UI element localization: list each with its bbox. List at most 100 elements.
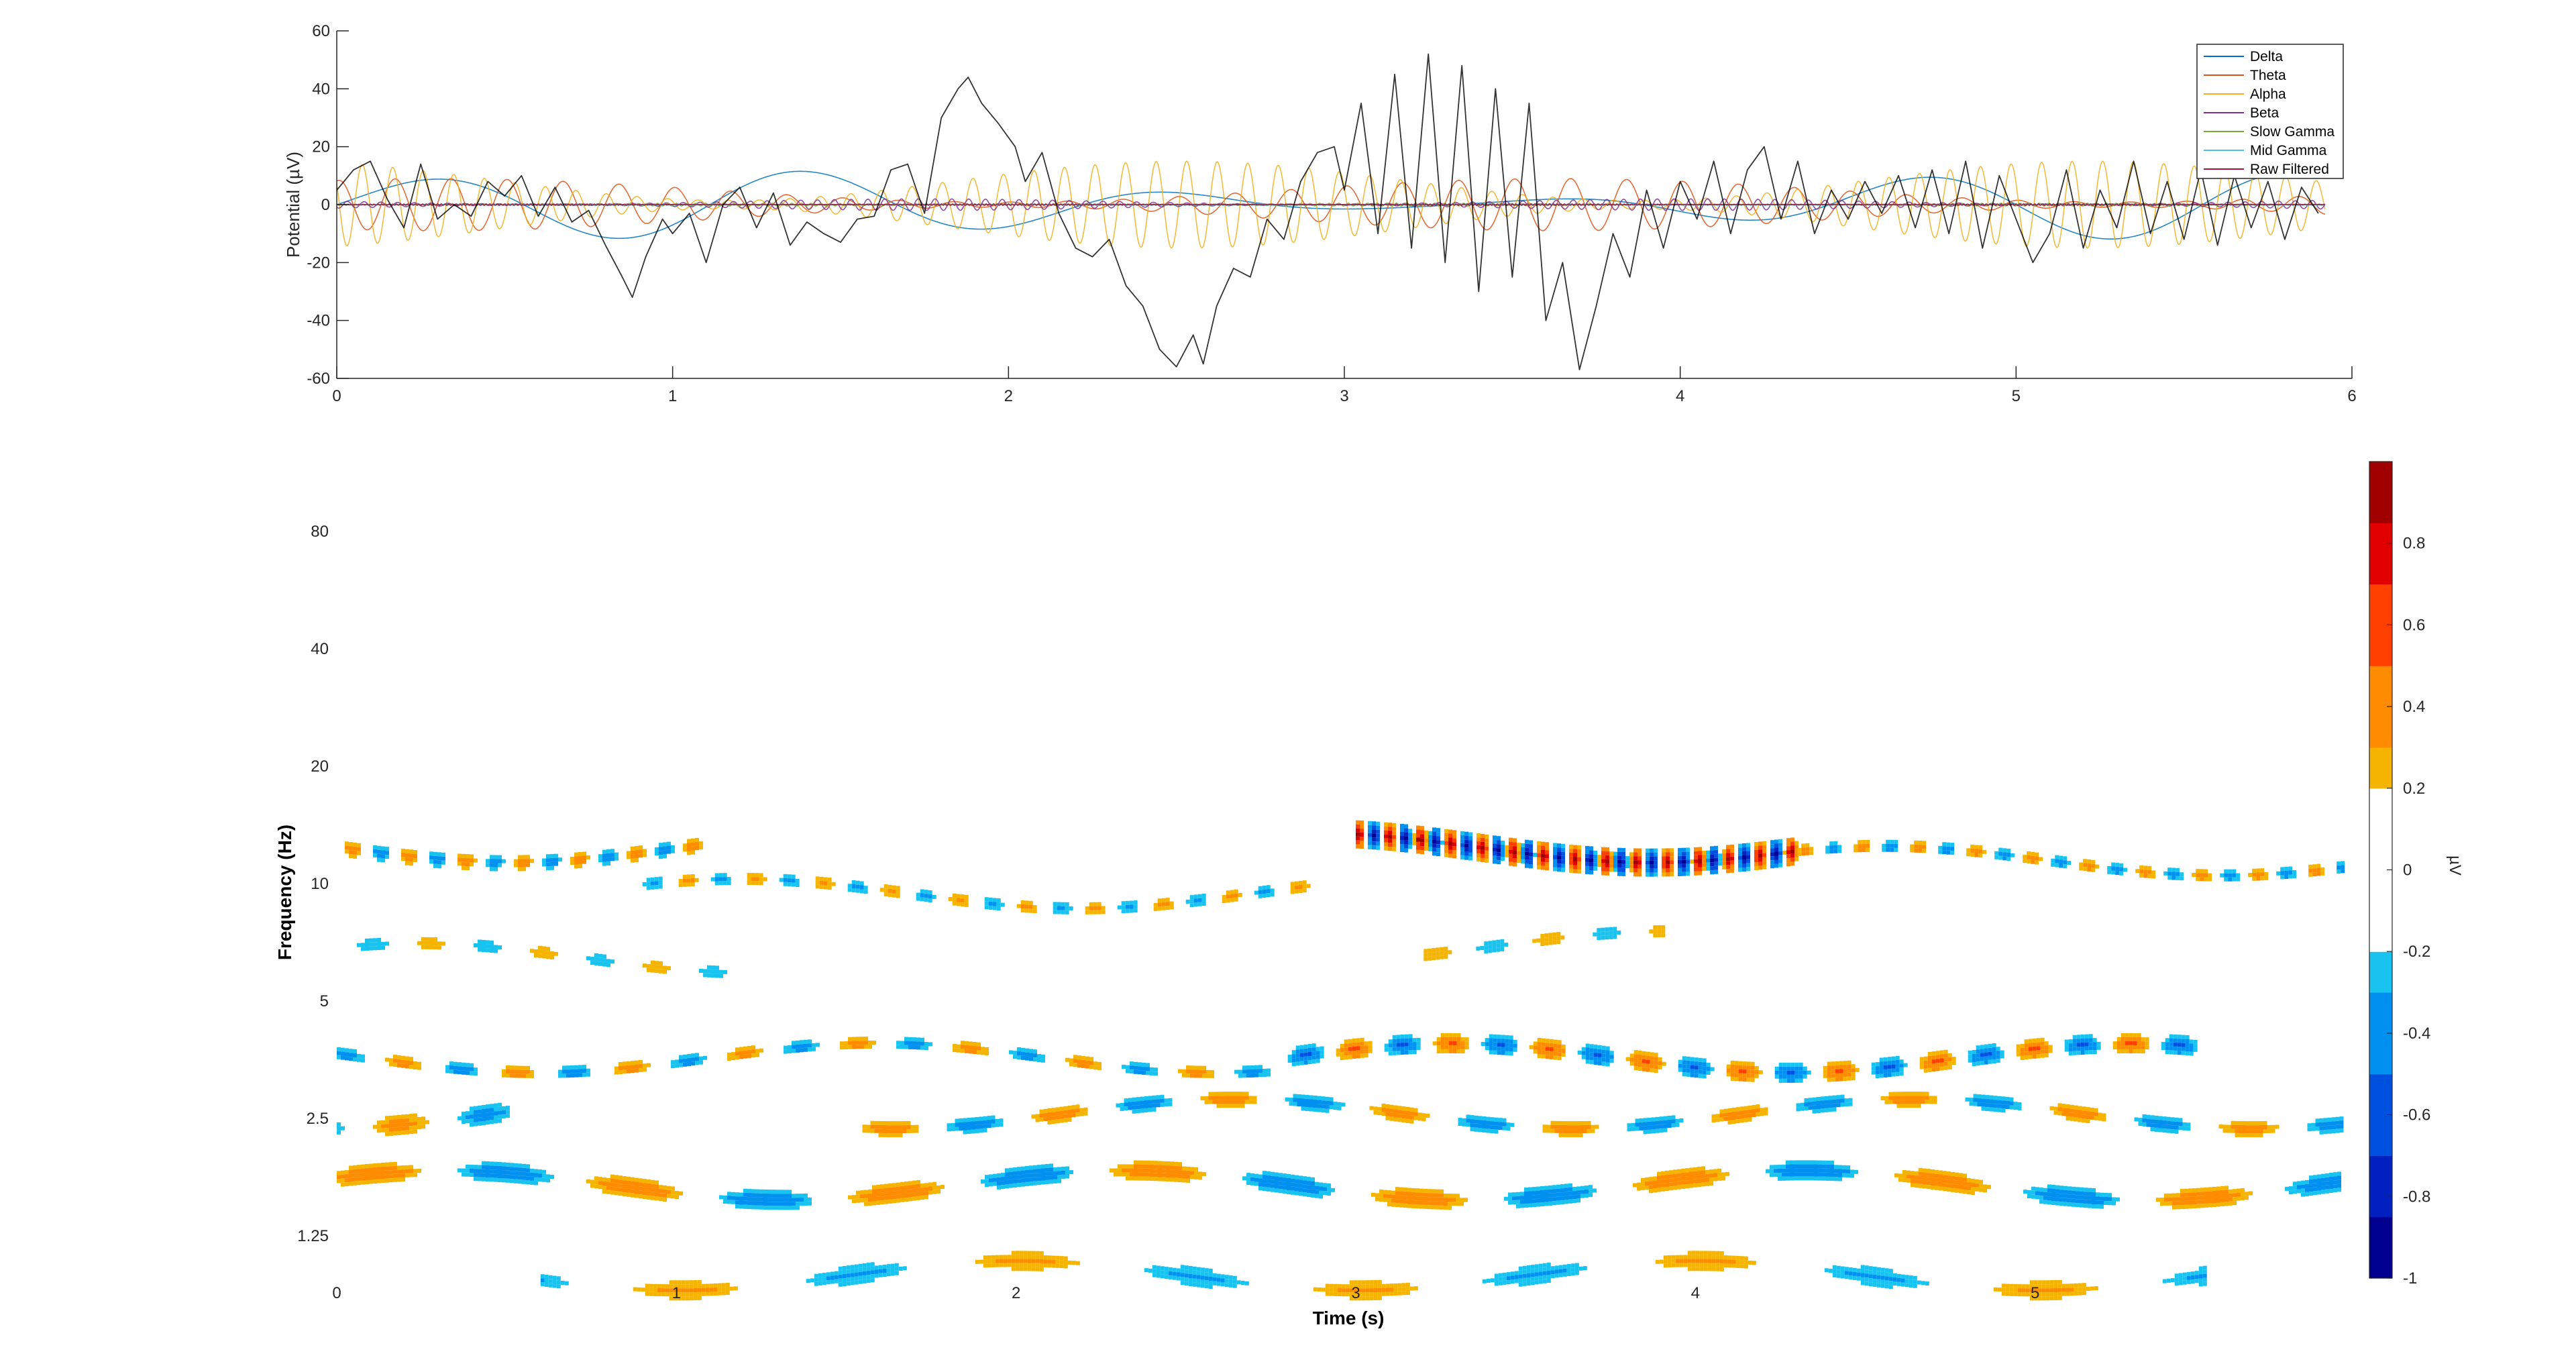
heatmap-cell xyxy=(2158,1128,2163,1133)
heatmap-cell xyxy=(643,849,647,853)
heatmap-cell xyxy=(413,1061,417,1065)
heatmap-cell xyxy=(526,1073,530,1078)
top-y-tick-label: -40 xyxy=(307,312,330,330)
heatmap-cell xyxy=(2051,858,2055,863)
heatmap-cell xyxy=(1828,1108,1833,1112)
heatmap-cell xyxy=(1424,1188,1428,1193)
heatmap-cell xyxy=(1989,1099,1994,1104)
heatmap-cell xyxy=(2193,1047,2198,1052)
heatmap-cell xyxy=(631,1061,635,1065)
heatmap-cell xyxy=(1293,1094,1297,1098)
heatmap-cell xyxy=(2284,871,2289,875)
heatmap-cell xyxy=(1039,1117,1044,1122)
heatmap-cell xyxy=(1490,1117,1495,1122)
heatmap-cell xyxy=(1552,1193,1556,1198)
heatmap-cell xyxy=(2100,1204,2104,1209)
heatmap-cell xyxy=(1373,1106,1378,1111)
heatmap-cell xyxy=(2337,1171,2341,1176)
heatmap-cell xyxy=(2297,1189,2301,1194)
heatmap-cell xyxy=(1717,1168,1721,1173)
heatmap-cell xyxy=(1931,1067,1936,1072)
heatmap-cell xyxy=(1550,1128,1555,1133)
heatmap-cell xyxy=(405,861,409,865)
heatmap-cell xyxy=(405,1122,409,1126)
heatmap-cell xyxy=(1303,1180,1307,1185)
heatmap-cell xyxy=(2032,1054,2037,1059)
heatmap-cell xyxy=(478,947,482,952)
heatmap-cell xyxy=(796,1044,800,1049)
heatmap-cell xyxy=(659,855,663,859)
heatmap-cell xyxy=(1774,843,1778,848)
heatmap-cell xyxy=(490,1173,494,1178)
heatmap-cell xyxy=(2063,1194,2068,1198)
heatmap-cell xyxy=(2316,863,2321,868)
heatmap-cell xyxy=(1224,1104,1229,1108)
heatmap-cell xyxy=(1742,1061,1747,1066)
heatmap-cell xyxy=(1178,1170,1182,1175)
heatmap-cell xyxy=(1790,1078,1795,1083)
heatmap-cell xyxy=(751,1053,755,1058)
heatmap-cell xyxy=(1158,1165,1162,1169)
heatmap-cell xyxy=(1879,1073,1884,1078)
heatmap-cell xyxy=(377,853,381,858)
heatmap-cell xyxy=(2333,1180,2337,1185)
heatmap-cell xyxy=(1643,1126,1648,1130)
heatmap-cell xyxy=(1400,836,1404,840)
heatmap-cell xyxy=(1633,1183,1637,1188)
heatmap-cell xyxy=(421,1120,425,1125)
heatmap-cell xyxy=(1800,1106,1805,1111)
heatmap-cell xyxy=(1057,902,1061,906)
heatmap-cell xyxy=(1299,1045,1304,1049)
heatmap-cell xyxy=(1851,1072,1856,1077)
heatmap-cell xyxy=(1836,1099,1841,1104)
heatmap-cell xyxy=(1065,1174,1069,1179)
heatmap-cell xyxy=(812,1047,816,1051)
heatmap-cell xyxy=(1400,1043,1405,1047)
heatmap-cell xyxy=(1116,1103,1120,1108)
heatmap-cell xyxy=(1396,1039,1401,1043)
heatmap-cell xyxy=(1593,866,1597,871)
heatmap-cell xyxy=(1401,1118,1406,1123)
heatmap-cell xyxy=(1266,893,1271,898)
heatmap-cell xyxy=(691,842,695,847)
heatmap-cell xyxy=(1313,1100,1318,1104)
heatmap-cell xyxy=(2289,1190,2293,1195)
heatmap-cell xyxy=(405,1114,409,1118)
heatmap-cell xyxy=(1851,1076,1856,1081)
heatmap-cell xyxy=(868,1198,872,1202)
heatmap-cell xyxy=(1558,1133,1563,1137)
heatmap-cell xyxy=(486,1177,490,1181)
heatmap-cell xyxy=(425,941,429,945)
heatmap-cell xyxy=(1001,1181,1005,1186)
heatmap-cell xyxy=(800,1040,804,1045)
heatmap-cell xyxy=(1593,1188,1597,1193)
heatmap-cell xyxy=(1448,845,1452,850)
heatmap-cell xyxy=(1464,839,1468,844)
heatmap-cell xyxy=(1663,1124,1668,1128)
heatmap-cell xyxy=(1340,1048,1344,1052)
heatmap-cell xyxy=(1313,1104,1318,1108)
heatmap-cell xyxy=(2147,865,2152,870)
top-y-tick-label: 0 xyxy=(321,196,330,214)
heatmap-cell xyxy=(882,1133,887,1137)
heatmap-cell xyxy=(1436,832,1440,837)
heatmap-cell xyxy=(1424,953,1428,957)
heatmap-cell xyxy=(409,1061,413,1065)
heatmap-cell xyxy=(610,849,614,853)
heatmap-cell xyxy=(1646,848,1650,853)
heatmap-cell xyxy=(959,1118,963,1122)
heatmap-cell xyxy=(1228,1092,1233,1096)
heatmap-cell xyxy=(526,859,530,863)
heatmap-cell xyxy=(1988,1055,1992,1060)
heatmap-cell xyxy=(2158,1116,2163,1120)
heatmap-cell xyxy=(1896,1100,1901,1104)
heatmap-cell xyxy=(1786,1078,1791,1083)
heatmap-cell xyxy=(490,941,494,945)
heatmap-cell xyxy=(494,1161,498,1166)
heatmap-cell xyxy=(635,854,639,858)
heatmap-cell xyxy=(1572,1199,1576,1204)
heatmap-cell xyxy=(2192,1188,2196,1193)
heatmap-cell xyxy=(1307,1193,1311,1198)
heatmap-cell xyxy=(1216,1104,1221,1108)
heatmap-cell xyxy=(1021,1047,1025,1052)
